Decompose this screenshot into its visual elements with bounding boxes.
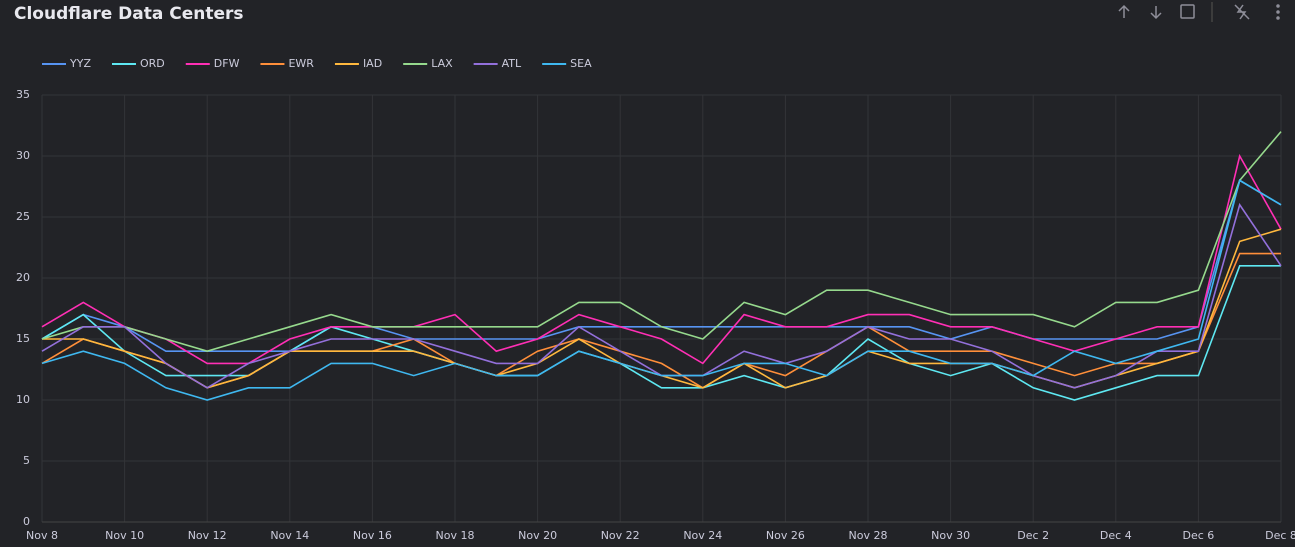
y-tick-label: 25 [16, 210, 30, 223]
legend-label: ORD [140, 57, 165, 70]
y-tick-label: 35 [16, 88, 30, 101]
y-tick-label: 10 [16, 393, 30, 406]
series-line [41, 265, 1281, 401]
x-tick-label: Nov 12 [188, 529, 227, 542]
series-line [41, 153, 1282, 365]
x-tick-label: Dec 2 [1017, 529, 1049, 542]
x-tick-label: Nov 24 [683, 529, 722, 542]
menu-icon[interactable] [1276, 10, 1280, 14]
y-tick-label: 15 [16, 332, 30, 345]
explore-icon[interactable] [1180, 4, 1195, 19]
legend-label: LAX [431, 57, 453, 70]
legend-label: EWR [288, 57, 314, 70]
x-tick-label: Nov 30 [931, 529, 970, 542]
legend-label: YYZ [69, 57, 91, 70]
legend-label: DFW [214, 57, 240, 70]
x-tick-label: Nov 16 [353, 529, 392, 542]
x-tick-label: Nov 26 [766, 529, 805, 542]
series-line [41, 252, 1281, 389]
x-tick-label: Nov 8 [26, 529, 58, 542]
x-tick-label: Nov 22 [601, 529, 640, 542]
legend-label: IAD [363, 57, 382, 70]
x-tick-label: Nov 10 [105, 529, 144, 542]
series-line [41, 179, 1282, 401]
x-tick-label: Nov 14 [270, 529, 309, 542]
chart-title: Cloudflare Data Centers [14, 4, 244, 24]
x-tick-label: Dec 6 [1183, 529, 1215, 542]
legend-label: SEA [570, 57, 592, 70]
x-tick-label: Dec 8 [1265, 529, 1295, 542]
toolbar [1118, 2, 1280, 22]
y-tick-label: 0 [23, 515, 30, 528]
series-line [41, 202, 1282, 389]
legend-label: ATL [502, 57, 522, 70]
y-tick-label: 5 [23, 454, 30, 467]
series-line [41, 179, 1282, 352]
y-tick-label: 30 [16, 149, 30, 162]
series-line [41, 131, 1282, 353]
x-tick-label: Nov 20 [518, 529, 557, 542]
x-tick-label: Nov 18 [436, 529, 475, 542]
x-tick-label: Nov 28 [849, 529, 888, 542]
move-down-icon[interactable] [1150, 6, 1162, 20]
x-tick-label: Dec 4 [1100, 529, 1132, 542]
menu-icon[interactable] [1276, 16, 1280, 20]
move-up-icon[interactable] [1118, 4, 1130, 18]
panel-icon[interactable] [1234, 4, 1250, 20]
menu-icon[interactable] [1276, 4, 1280, 8]
y-tick-label: 20 [16, 271, 30, 284]
